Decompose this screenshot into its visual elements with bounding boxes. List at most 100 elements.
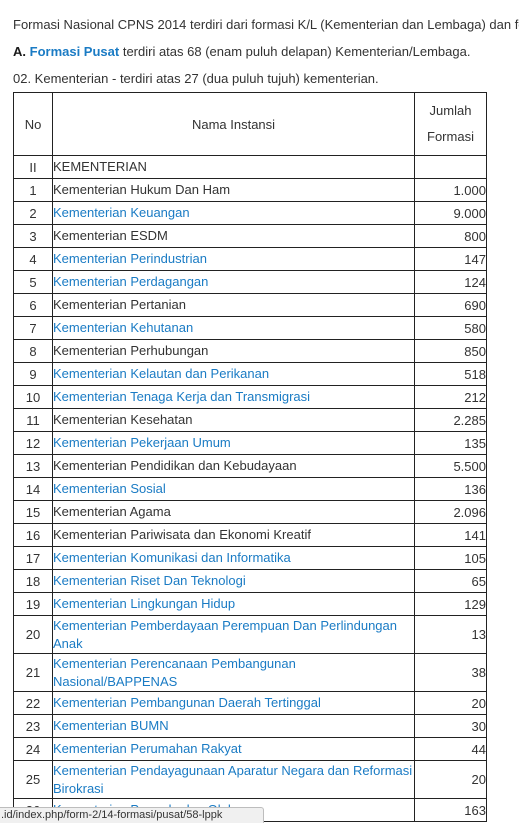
row-number: 12	[13, 431, 53, 455]
header-jumlah-line2: Formasi	[427, 129, 474, 144]
row-number: 4	[13, 247, 53, 271]
row-number: 9	[13, 362, 53, 386]
row-number: 23	[13, 714, 53, 738]
row-jumlah: 129	[414, 592, 487, 616]
table-row: 18 Kementerian Riset Dan Teknologi 65	[13, 569, 487, 593]
row-jumlah: 20	[414, 691, 487, 715]
instansi-name: Kementerian Pertanian	[53, 297, 186, 312]
row-number: 6	[13, 293, 53, 317]
row-jumlah: 1.000	[414, 178, 487, 202]
instansi-link[interactable]: Kementerian Pembangunan Daerah Tertingga…	[53, 695, 321, 710]
row-name-cell: Kementerian Keuangan	[52, 201, 415, 225]
table-row: 2 Kementerian Keuangan 9.000	[13, 201, 487, 225]
table-row: 7 Kementerian Kehutanan 580	[13, 316, 487, 340]
status-bar-url: .id/index.php/form-2/14-formasi/pusat/58…	[0, 807, 264, 823]
row-jumlah: 212	[414, 385, 487, 409]
table-row: 23 Kementerian BUMN 30	[13, 714, 487, 738]
table-row: 14 Kementerian Sosial 136	[13, 477, 487, 501]
instansi-link[interactable]: Kementerian Perindustrian	[53, 251, 207, 266]
row-jumlah: 850	[414, 339, 487, 363]
row-name-cell: Kementerian Perhubungan	[52, 339, 415, 363]
table-row: 10 Kementerian Tenaga Kerja dan Transmigr…	[13, 385, 487, 409]
row-name-cell: Kementerian Pariwisata dan Ekonomi Kreat…	[52, 523, 415, 547]
formasi-pusat-link[interactable]: Formasi Pusat	[29, 44, 120, 59]
row-number: 2	[13, 201, 53, 225]
table-row: 25 Kementerian Pendayagunaan Aparatur Neg…	[13, 760, 487, 799]
row-jumlah: 65	[414, 569, 487, 593]
row-name-cell: Kementerian Agama	[52, 500, 415, 524]
table-row: 21 Kementerian Perencanaan Pembangunan Na…	[13, 653, 487, 692]
row-number: 11	[13, 408, 53, 432]
instansi-name: Kementerian Agama	[53, 504, 171, 519]
instansi-link[interactable]: Kementerian Perencanaan Pembangunan Nasi…	[53, 655, 296, 689]
instansi-link[interactable]: Kementerian Kelautan dan Perikanan	[53, 366, 270, 381]
instansi-link[interactable]: Kementerian Komunikasi dan Informatika	[53, 550, 291, 565]
row-number: 13	[13, 454, 53, 478]
instansi-name: Kementerian Perhubungan	[53, 343, 209, 358]
table-row: 5 Kementerian Perdagangan 124	[13, 270, 487, 294]
instansi-name: KEMENTERIAN	[53, 159, 147, 174]
row-number: 8	[13, 339, 53, 363]
section-prefix: A.	[13, 44, 26, 59]
row-number: 22	[13, 691, 53, 715]
table-row: II KEMENTERIAN	[13, 155, 487, 179]
row-number: 14	[13, 477, 53, 501]
row-number: 7	[13, 316, 53, 340]
row-jumlah: 147	[414, 247, 487, 271]
row-name-cell: Kementerian Pekerjaan Umum	[52, 431, 415, 455]
table-row: 9 Kementerian Kelautan dan Perikanan 518	[13, 362, 487, 386]
section-heading: A. Formasi Pusat terdiri atas 68 (enam p…	[13, 43, 470, 61]
instansi-link[interactable]: Kementerian Riset Dan Teknologi	[53, 573, 246, 588]
row-name-cell: Kementerian BUMN	[52, 714, 415, 738]
row-name-cell: Kementerian Kehutanan	[52, 316, 415, 340]
table-row: 22 Kementerian Pembangunan Daerah Terting…	[13, 691, 487, 715]
row-name-cell: Kementerian Lingkungan Hidup	[52, 592, 415, 616]
table-row: 19 Kementerian Lingkungan Hidup 129	[13, 592, 487, 616]
table-row: 12 Kementerian Pekerjaan Umum 135	[13, 431, 487, 455]
intro-text: Formasi Nasional CPNS 2014 terdiri dari …	[13, 17, 519, 32]
instansi-link[interactable]: Kementerian Kehutanan	[53, 320, 194, 335]
table-row: 6 Kementerian Pertanian 690	[13, 293, 487, 317]
row-jumlah: 690	[414, 293, 487, 317]
instansi-link[interactable]: Kementerian Pendayagunaan Aparatur Negar…	[53, 762, 413, 796]
header-no: No	[13, 92, 53, 156]
row-number: 21	[13, 653, 53, 692]
table-header-row: No Nama Instansi Jumlah Formasi	[13, 92, 487, 156]
row-number: 19	[13, 592, 53, 616]
row-jumlah: 30	[414, 714, 487, 738]
table-row: 13 Kementerian Pendidikan dan Kebudayaan 5…	[13, 454, 487, 478]
header-jumlah-line1: Jumlah	[429, 103, 472, 118]
row-jumlah: 163	[414, 798, 487, 822]
table-row: 20 Kementerian Pemberdayaan Perempuan Dan…	[13, 615, 487, 654]
instansi-link[interactable]: Kementerian Pemberdayaan Perempuan Dan P…	[53, 617, 397, 651]
instansi-link[interactable]: Kementerian Lingkungan Hidup	[53, 596, 236, 611]
row-name-cell: Kementerian Komunikasi dan Informatika	[52, 546, 415, 570]
row-jumlah: 580	[414, 316, 487, 340]
row-name-cell: Kementerian Riset Dan Teknologi	[52, 569, 415, 593]
row-name-cell: Kementerian Kesehatan	[52, 408, 415, 432]
instansi-name: Kementerian Kesehatan	[53, 412, 193, 427]
instansi-link[interactable]: Kementerian Pekerjaan Umum	[53, 435, 231, 450]
subsection-text: 02. Kementerian - terdiri atas 27 (dua p…	[13, 71, 379, 86]
row-name-cell: Kementerian Perdagangan	[52, 270, 415, 294]
row-number: 15	[13, 500, 53, 524]
instansi-link[interactable]: Kementerian Sosial	[53, 481, 166, 496]
instansi-link[interactable]: Kementerian Keuangan	[53, 205, 190, 220]
row-jumlah: 136	[414, 477, 487, 501]
row-name-cell: Kementerian Pertanian	[52, 293, 415, 317]
table-body: II KEMENTERIAN 1 Kementerian Hukum Dan Ham 1…	[13, 155, 487, 822]
row-number: II	[13, 155, 53, 179]
row-name-cell: Kementerian Sosial	[52, 477, 415, 501]
row-jumlah: 2.096	[414, 500, 487, 524]
instansi-name: Kementerian ESDM	[53, 228, 168, 243]
row-jumlah: 124	[414, 270, 487, 294]
row-name-cell: Kementerian Pemberdayaan Perempuan Dan P…	[52, 615, 415, 654]
formasi-table: No Nama Instansi Jumlah Formasi II KEMENT…	[13, 92, 487, 822]
row-jumlah: 44	[414, 737, 487, 761]
instansi-link[interactable]: Kementerian Perdagangan	[53, 274, 209, 289]
instansi-link[interactable]: Kementerian Perumahan Rakyat	[53, 741, 242, 756]
instansi-link[interactable]: Kementerian Tenaga Kerja dan Transmigras…	[53, 389, 311, 404]
section-description: terdiri atas 68 (enam puluh delapan) Kem…	[119, 44, 471, 59]
instansi-link[interactable]: Kementerian BUMN	[53, 718, 169, 733]
row-name-cell: Kementerian Hukum Dan Ham	[52, 178, 415, 202]
